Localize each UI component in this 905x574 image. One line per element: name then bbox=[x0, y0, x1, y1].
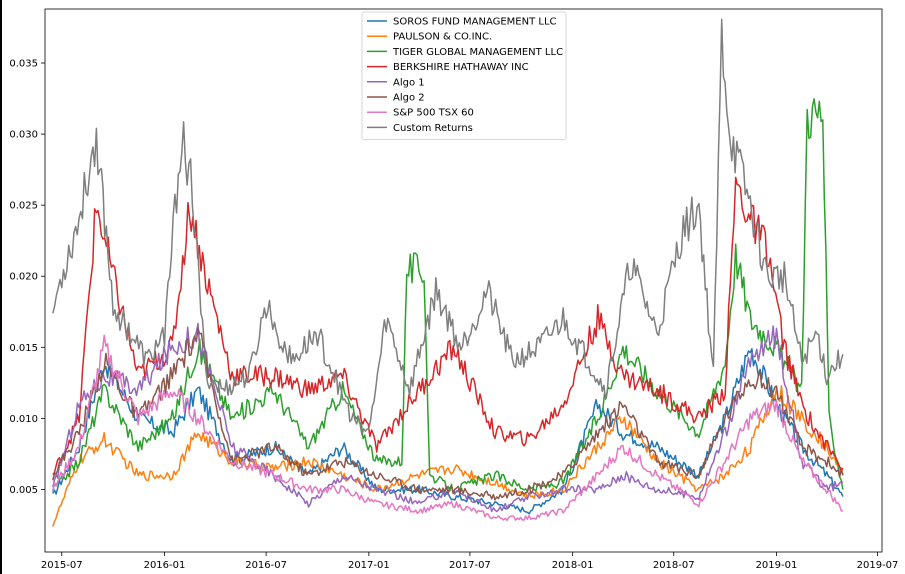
series-line-algo-2 bbox=[52, 327, 844, 501]
x-tick-label: 2016-07 bbox=[245, 560, 287, 571]
series-line-berkshire-hathaway-inc bbox=[52, 176, 844, 476]
y-axis: 0.005 0.010 0.015 0.020 0.025 0.030 0.035 bbox=[9, 59, 45, 496]
x-tick-label: 2015-07 bbox=[41, 560, 83, 571]
series-line-s-p-500-tsx-60 bbox=[52, 334, 843, 522]
x-axis: 2015-07 2016-01 2016-07 2017-01 2017-07 2018-… bbox=[41, 552, 899, 571]
series-line-custom-returns bbox=[52, 18, 844, 436]
x-tick-label: 2017-07 bbox=[449, 560, 491, 571]
plot-frame bbox=[44, 8, 883, 553]
x-tick-label: 2017-01 bbox=[348, 560, 390, 571]
legend-box bbox=[361, 11, 567, 140]
y-tick-label: 0.030 bbox=[9, 130, 38, 141]
legend-label: SOROS FUND MANAGEMENT LLC bbox=[393, 17, 557, 28]
x-tick-label: 2018-07 bbox=[653, 560, 695, 571]
legend-label: S&P 500 TSX 60 bbox=[393, 108, 474, 119]
legend-label: BERKSHIRE HATHAWAY INC bbox=[393, 62, 529, 73]
y-tick-label: 0.010 bbox=[9, 414, 38, 425]
y-tick-label: 0.015 bbox=[9, 343, 38, 354]
legend-label: Algo 2 bbox=[393, 93, 425, 104]
y-tick-label: 0.025 bbox=[9, 201, 38, 212]
x-tick-label: 2018-01 bbox=[552, 560, 594, 571]
left-edge-border bbox=[0, 0, 2, 574]
legend-label: PAULSON & CO.INC. bbox=[393, 32, 492, 43]
legend-label: TIGER GLOBAL MANAGEMENT LLC bbox=[392, 47, 563, 58]
x-tick-label: 2019-07 bbox=[857, 560, 899, 571]
y-tick-label: 0.020 bbox=[9, 272, 38, 283]
y-tick-label: 0.035 bbox=[9, 59, 38, 70]
x-tick-label: 2019-01 bbox=[756, 560, 798, 571]
legend-label: Custom Returns bbox=[393, 123, 473, 134]
series-layer bbox=[52, 18, 844, 527]
x-tick-label: 2016-01 bbox=[144, 560, 186, 571]
legend-label: Algo 1 bbox=[393, 77, 425, 88]
legend: SOROS FUND MANAGEMENT LLC PAULSON & CO.IN… bbox=[361, 11, 567, 140]
y-tick-label: 0.005 bbox=[9, 485, 38, 496]
